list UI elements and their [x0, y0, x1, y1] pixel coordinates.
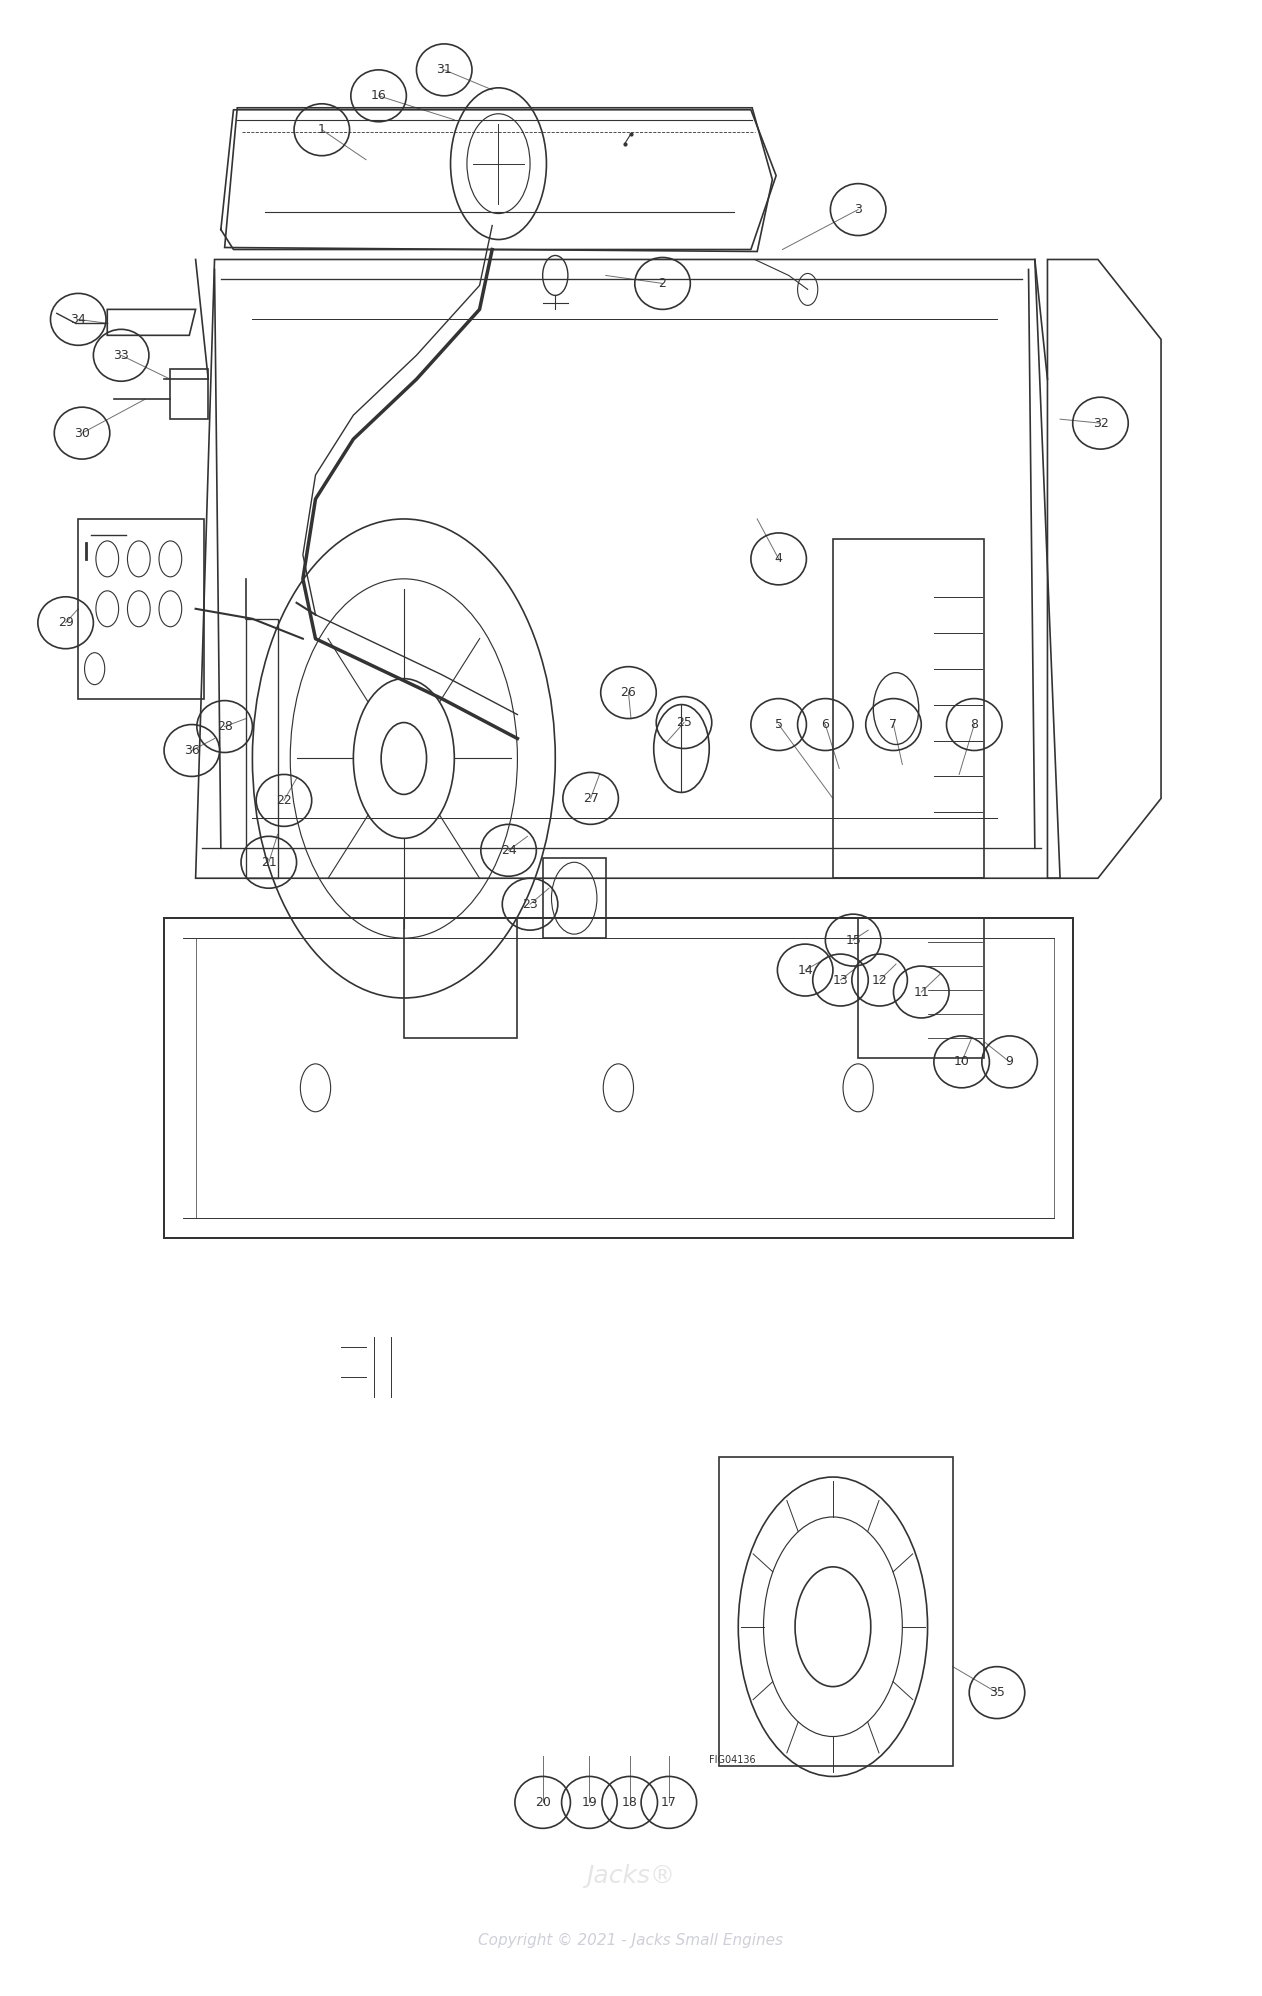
Text: 36: 36	[184, 745, 199, 756]
Text: 16: 16	[371, 90, 386, 102]
Text: Jacks®: Jacks®	[587, 1864, 675, 1888]
Text: 24: 24	[501, 844, 516, 856]
Text: 6: 6	[822, 719, 829, 731]
Text: 10: 10	[954, 1056, 969, 1068]
Text: 18: 18	[622, 1796, 637, 1808]
Text: 20: 20	[535, 1796, 550, 1808]
Text: 1: 1	[318, 124, 326, 136]
Text: 15: 15	[846, 934, 861, 946]
Text: 27: 27	[583, 792, 598, 804]
Text: FIG04136: FIG04136	[709, 1754, 755, 1766]
Text: 7: 7	[890, 719, 897, 731]
Text: 13: 13	[833, 974, 848, 986]
Text: 12: 12	[872, 974, 887, 986]
Text: 29: 29	[58, 617, 73, 629]
Text: 19: 19	[582, 1796, 597, 1808]
Text: 17: 17	[661, 1796, 676, 1808]
Text: 8: 8	[970, 719, 978, 731]
Text: 28: 28	[217, 721, 232, 733]
Text: 23: 23	[522, 898, 538, 910]
Text: 35: 35	[989, 1687, 1005, 1699]
Text: 22: 22	[276, 794, 292, 806]
Text: 2: 2	[659, 277, 666, 289]
Text: 33: 33	[114, 349, 129, 361]
Text: Copyright © 2021 - Jacks Small Engines: Copyright © 2021 - Jacks Small Engines	[478, 1932, 784, 1948]
Text: 21: 21	[261, 856, 276, 868]
Text: 14: 14	[798, 964, 813, 976]
Text: 26: 26	[621, 687, 636, 699]
Text: 30: 30	[74, 427, 90, 439]
Text: 11: 11	[914, 986, 929, 998]
Text: 34: 34	[71, 313, 86, 325]
Text: 32: 32	[1093, 417, 1108, 429]
Text: 4: 4	[775, 553, 782, 565]
Text: 25: 25	[676, 717, 692, 729]
Text: 9: 9	[1006, 1056, 1013, 1068]
Text: 5: 5	[775, 719, 782, 731]
Text: 31: 31	[437, 64, 452, 76]
Text: 3: 3	[854, 204, 862, 216]
